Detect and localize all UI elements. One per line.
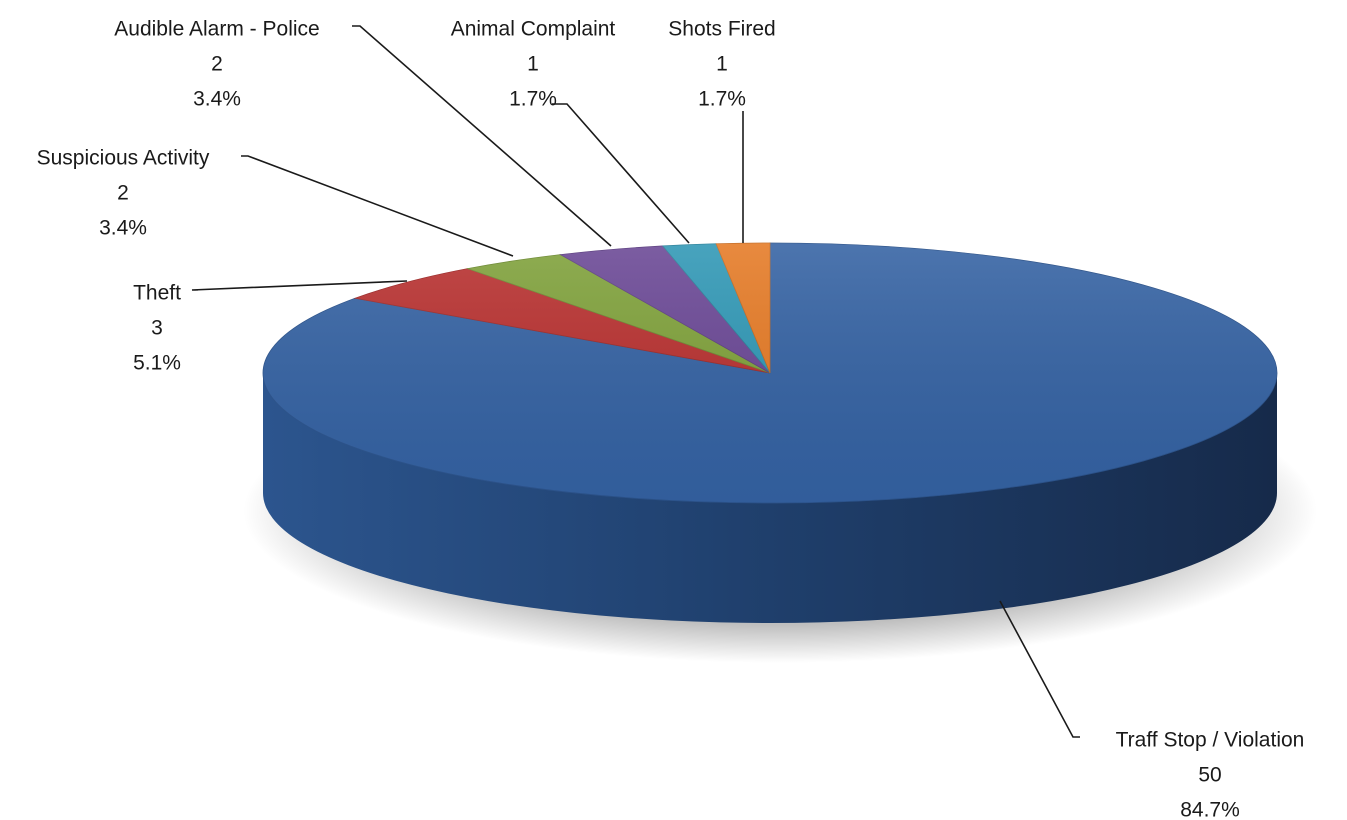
data-label-value-0: 50 — [1198, 763, 1221, 786]
data-label-name-5: Shots Fired — [668, 17, 775, 40]
data-label-name-1: Theft — [133, 281, 181, 304]
data-label-percent-1: 5.1% — [133, 351, 181, 374]
data-label-percent-0: 84.7% — [1180, 798, 1240, 820]
data-label-name-0: Traff Stop / Violation — [1116, 728, 1305, 751]
leader-line-4 — [552, 103, 690, 244]
data-label-name-2: Suspicious Activity — [37, 146, 210, 169]
data-label-value-3: 2 — [211, 52, 223, 75]
pie-top-gloss — [263, 243, 1277, 503]
data-label-value-4: 1 — [527, 52, 539, 75]
leader-line-3 — [352, 25, 612, 247]
data-label-name-3: Audible Alarm - Police — [114, 17, 319, 40]
data-label-percent-5: 1.7% — [698, 87, 746, 110]
data-label-value-5: 1 — [716, 52, 728, 75]
leader-line-2 — [241, 155, 514, 257]
data-label-value-1: 3 — [151, 316, 163, 339]
data-label-value-2: 2 — [117, 181, 129, 204]
data-label-name-4: Animal Complaint — [451, 17, 616, 40]
pie-side-0 — [263, 373, 1277, 623]
data-label-percent-3: 3.4% — [193, 87, 241, 110]
data-label-percent-2: 3.4% — [99, 216, 147, 239]
leader-line-0 — [999, 600, 1080, 738]
leader-line-1 — [191, 280, 408, 291]
data-label-percent-4: 1.7% — [509, 87, 557, 110]
